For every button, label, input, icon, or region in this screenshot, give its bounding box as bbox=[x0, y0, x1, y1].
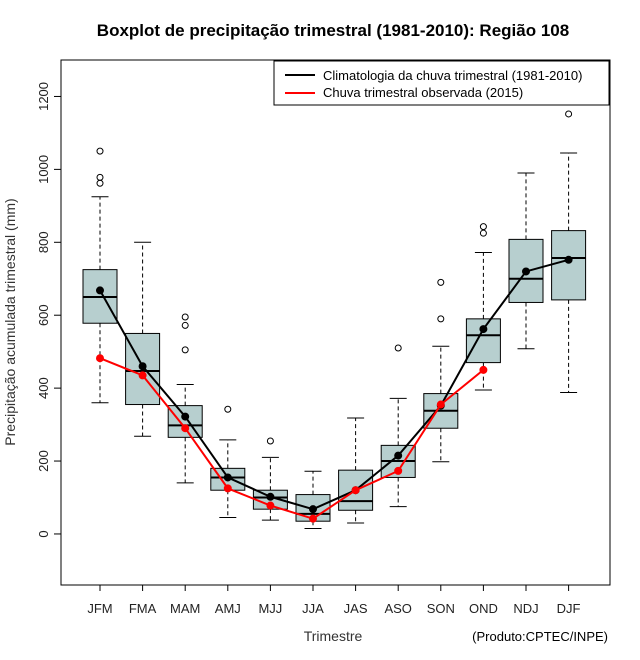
series-point-climatology-JFM bbox=[96, 286, 104, 295]
outlier-ASO-0 bbox=[394, 344, 402, 352]
series-point-observed-JAS bbox=[351, 486, 360, 495]
series-point-climatology-ASO bbox=[394, 451, 403, 460]
box-OND bbox=[465, 223, 501, 391]
y-axis: 0 200 400 600 800 1000 1200 bbox=[36, 82, 61, 538]
series-point-observed-OND bbox=[479, 365, 488, 374]
series-point-observed-JJA bbox=[309, 514, 317, 523]
legend-frame bbox=[273, 60, 610, 106]
x-tick-label-JAS: JAS bbox=[344, 601, 368, 616]
outlier-JFM-1 bbox=[96, 173, 104, 181]
series-point-climatology-AMJ bbox=[223, 473, 232, 482]
x-tick-label-FMA: FMA bbox=[129, 601, 157, 616]
series-point-climatology-OND bbox=[479, 325, 488, 334]
series-point-climatology-MAM bbox=[181, 412, 190, 421]
box-FMA bbox=[125, 241, 161, 437]
series-point-climatology-JJA bbox=[309, 505, 317, 514]
box-SON bbox=[423, 278, 459, 463]
x-tick-label-AMJ: AMJ bbox=[215, 601, 241, 616]
outlier-OND-0 bbox=[479, 223, 487, 231]
outlier-MAM-0 bbox=[181, 313, 189, 321]
y-tick-label-200: 200 bbox=[36, 450, 51, 472]
box-iqr-DJF bbox=[551, 230, 587, 301]
outlier-JFM-0 bbox=[96, 147, 104, 155]
x-tick-label-JJA: JJA bbox=[302, 601, 324, 616]
boxes-group bbox=[82, 110, 587, 529]
series-point-observed-AMJ bbox=[223, 484, 232, 493]
legend-label-climatology: Climatologia da chuva trimestral (1981-2… bbox=[323, 68, 582, 83]
y-tick-label-0: 0 bbox=[36, 530, 51, 537]
box-JAS bbox=[338, 417, 374, 524]
credit-text: (Produto:CPTEC/INPE) bbox=[472, 629, 608, 644]
y-tick-label-1000: 1000 bbox=[36, 155, 51, 184]
outlier-MJJ-0 bbox=[266, 437, 274, 445]
x-tick-label-ASO: ASO bbox=[384, 601, 411, 616]
x-tick-label-NDJ: NDJ bbox=[513, 601, 538, 616]
series-point-climatology-FMA bbox=[138, 362, 147, 371]
chart-title: Boxplot de precipitação trimestral (1981… bbox=[97, 21, 569, 40]
x-tick-label-JFM: JFM bbox=[87, 601, 112, 616]
y-tick-label-800: 800 bbox=[36, 231, 51, 253]
outlier-OND-1 bbox=[479, 229, 487, 237]
x-tick-label-OND: OND bbox=[469, 601, 498, 616]
series-point-observed-MJJ bbox=[266, 501, 275, 510]
x-tick-label-MAM: MAM bbox=[170, 601, 200, 616]
box-ASO bbox=[380, 344, 416, 508]
series-point-climatology-NDJ bbox=[522, 267, 530, 276]
outlier-MAM-2 bbox=[181, 346, 189, 354]
outlier-SON-0 bbox=[437, 278, 445, 286]
x-tick-label-DJF: DJF bbox=[557, 601, 581, 616]
legend: Climatologia da chuva trimestral (1981-2… bbox=[273, 60, 610, 106]
series-point-observed-FMA bbox=[138, 371, 147, 380]
outlier-SON-1 bbox=[437, 315, 445, 323]
legend-label-observed: Chuva trimestral observada (2015) bbox=[323, 85, 523, 100]
series-line-observed bbox=[99, 357, 485, 520]
box-JFM bbox=[82, 147, 118, 404]
series-point-observed-SON bbox=[436, 400, 445, 409]
y-tick-label-1200: 1200 bbox=[36, 82, 51, 111]
y-axis-label: Precipitação acumulada trimestral (mm) bbox=[2, 198, 18, 445]
plot-frame bbox=[60, 59, 611, 586]
y-tick-label-600: 600 bbox=[36, 304, 51, 326]
series-point-observed-MAM bbox=[181, 424, 190, 433]
series-point-observed-JFM bbox=[96, 354, 104, 363]
y-tick-label-400: 400 bbox=[36, 377, 51, 399]
box-MAM bbox=[167, 313, 203, 484]
outlier-DJF-0 bbox=[565, 110, 573, 118]
x-axis: JFM FMA MAM AMJ MJJ JJA JAS ASO SON OND NDJ DJF bbox=[87, 585, 581, 616]
x-tick-label-MJJ: MJJ bbox=[258, 601, 282, 616]
series-line-climatology bbox=[99, 258, 569, 511]
series-point-climatology-MJJ bbox=[266, 492, 275, 501]
x-tick-label-SON: SON bbox=[427, 601, 455, 616]
outlier-JFM-2 bbox=[96, 179, 104, 187]
series-lines-group bbox=[96, 255, 573, 523]
box-NDJ bbox=[508, 172, 544, 350]
box-DJF bbox=[551, 110, 587, 393]
series-point-climatology-DJF bbox=[564, 255, 573, 264]
outlier-AMJ-0 bbox=[224, 405, 232, 413]
series-point-observed-ASO bbox=[394, 466, 403, 475]
x-axis-label: Trimestre bbox=[304, 628, 363, 644]
outlier-MAM-1 bbox=[181, 321, 189, 329]
